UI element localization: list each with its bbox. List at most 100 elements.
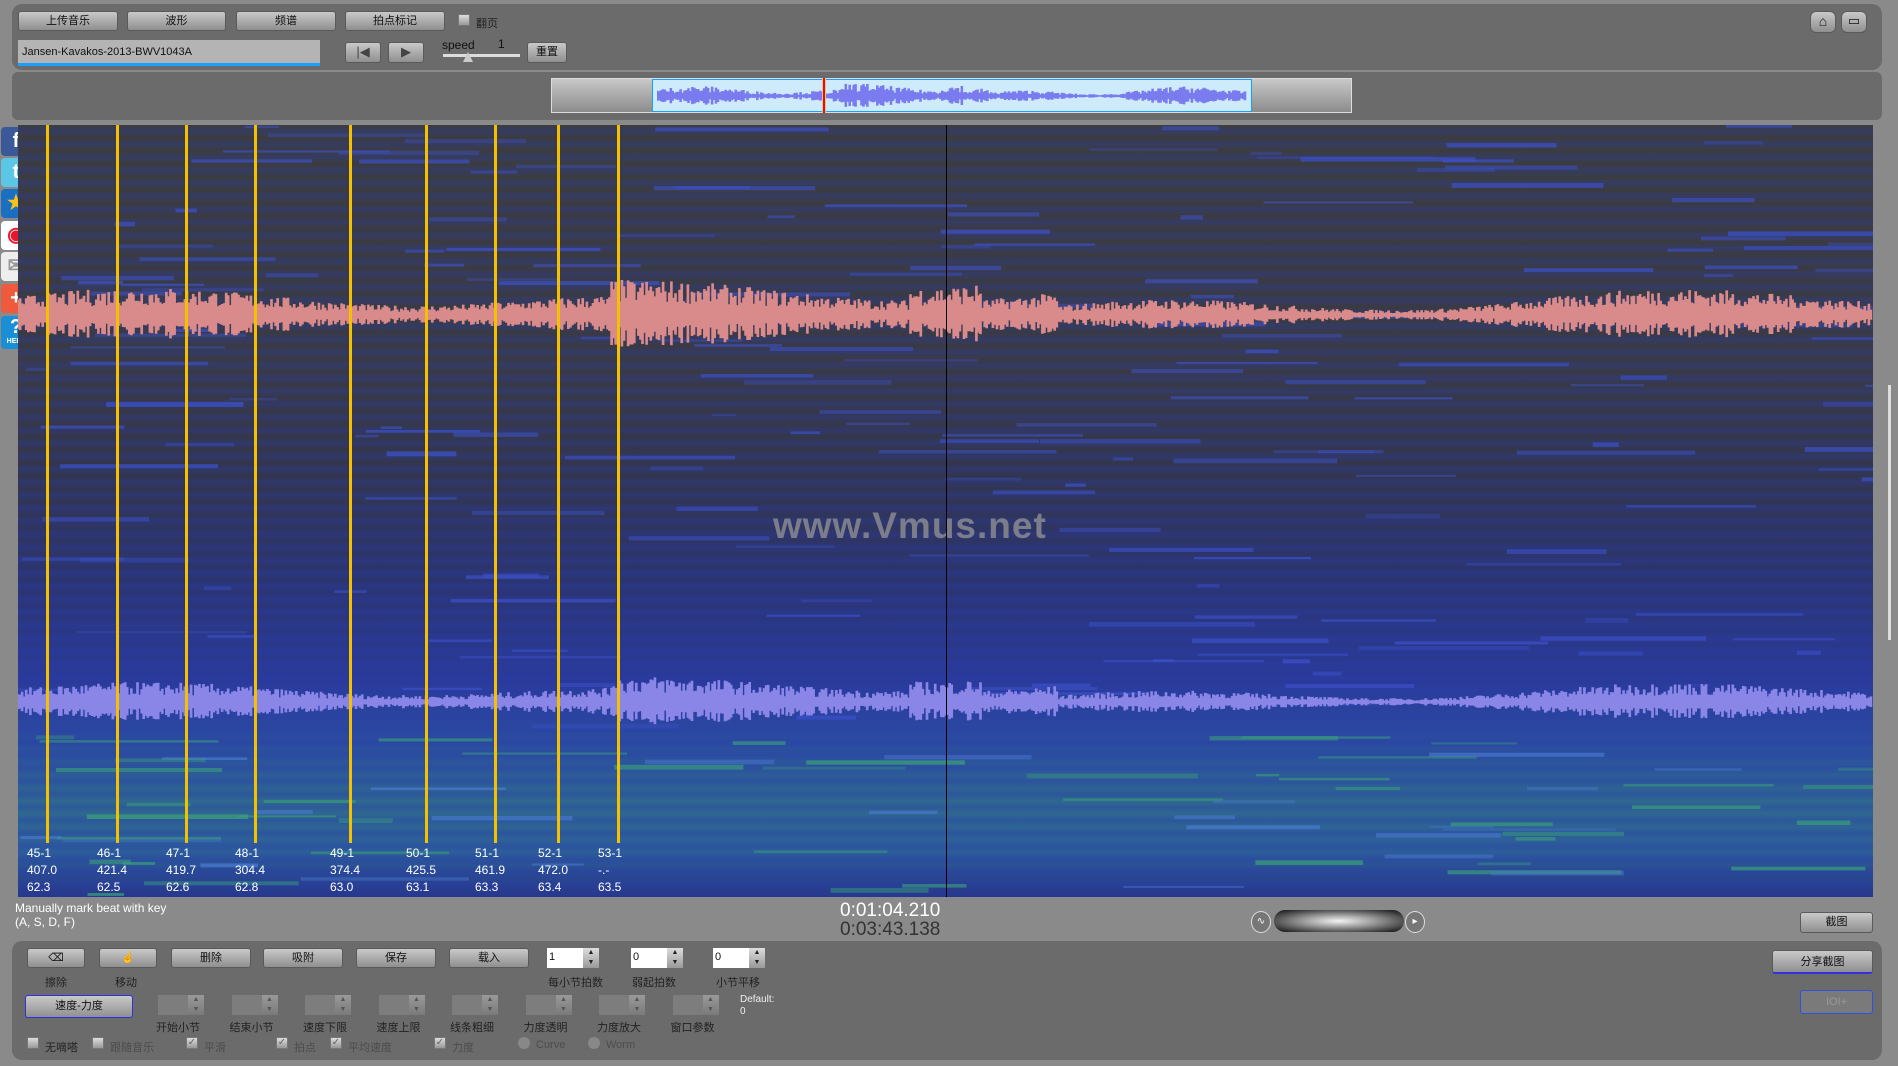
- spectral-band: [142, 288, 264, 292]
- spectral-band: [1355, 474, 1456, 477]
- param-stepper[interactable]: ▲ ▼: [525, 995, 578, 1015]
- param-input[interactable]: [231, 995, 262, 1015]
- stepper-arrows[interactable]: ▲ ▼: [408, 995, 425, 1015]
- beat-line[interactable]: [349, 125, 352, 843]
- beat-line[interactable]: [494, 125, 497, 843]
- checkbox[interactable]: ✓: [434, 1037, 446, 1049]
- param-stepper[interactable]: ▲ ▼: [378, 995, 431, 1015]
- spectral-band: [1804, 447, 1873, 452]
- checkbox[interactable]: [92, 1037, 104, 1049]
- speed-slider-thumb[interactable]: [463, 52, 473, 62]
- spectral-band: [1623, 783, 1774, 787]
- beat-label: 45-1: [27, 846, 52, 860]
- stepper-arrows[interactable]: ▲ ▼: [629, 995, 645, 1015]
- beat-line[interactable]: [557, 125, 560, 843]
- home-button[interactable]: ⌂: [1810, 11, 1836, 33]
- beat-line[interactable]: [116, 125, 119, 843]
- spectral-band: [878, 450, 1057, 454]
- spectral-band: [1667, 248, 1714, 252]
- spectral-band: [1429, 825, 1494, 828]
- param-stepper[interactable]: ▲ ▼: [158, 995, 210, 1015]
- checkbox[interactable]: ✓: [186, 1037, 198, 1049]
- param-input[interactable]: [672, 995, 703, 1015]
- beat-line[interactable]: [617, 125, 620, 843]
- tempo-dynamics-button[interactable]: 速度-力度: [25, 995, 133, 1018]
- spectrum-button[interactable]: 频谱: [236, 11, 336, 31]
- stepper-arrows[interactable]: ▲ ▼: [482, 995, 498, 1015]
- zoom-ball-slider[interactable]: [1274, 910, 1404, 932]
- stepper-arrows[interactable]: ▲ ▼: [667, 948, 683, 968]
- beat-line[interactable]: [185, 125, 188, 843]
- param-input[interactable]: [158, 995, 188, 1015]
- waveform-mode-icon[interactable]: ∿: [1251, 911, 1271, 933]
- pickup-beats-input[interactable]: 0: [631, 948, 667, 968]
- param-stepper[interactable]: ▲ ▼: [231, 995, 284, 1015]
- load-button[interactable]: 载入: [449, 948, 529, 968]
- checkbox-label: 力度: [452, 1042, 474, 1054]
- spectral-band: [1300, 157, 1476, 162]
- param-stepper[interactable]: ▲ ▼: [305, 995, 357, 1015]
- beat-line[interactable]: [425, 125, 428, 843]
- move-button[interactable]: ☝: [99, 948, 157, 968]
- param-input[interactable]: [305, 995, 335, 1015]
- reset-button[interactable]: 重置: [527, 42, 567, 63]
- upload-music-button[interactable]: 上传音乐: [18, 11, 118, 31]
- stepper-arrows[interactable]: ▲ ▼: [188, 995, 204, 1015]
- waveform-button[interactable]: 波形: [127, 11, 226, 31]
- param-stepper[interactable]: ▲ ▼: [452, 995, 504, 1015]
- stepper-arrows[interactable]: ▲ ▼: [749, 948, 765, 968]
- spectral-band: [806, 760, 965, 765]
- checkbox[interactable]: [27, 1037, 39, 1049]
- bar-offset-input[interactable]: 0: [713, 948, 749, 968]
- vertical-scrollbar[interactable]: [1888, 385, 1891, 640]
- share-screenshot-button[interactable]: 分享截图: [1772, 950, 1873, 974]
- spectral-band: [1570, 383, 1645, 387]
- spectral-band: [675, 186, 751, 189]
- erase-button[interactable]: ⌫: [27, 948, 85, 968]
- stepper-arrows[interactable]: ▲ ▼: [583, 948, 599, 968]
- spectrogram-view[interactable]: www.Vmus.net 45-1 407.0 62.3 46-1 421.4 62.5 4…: [18, 125, 1873, 897]
- spectral-band: [1263, 201, 1413, 204]
- skip-back-button[interactable]: |◀: [345, 42, 381, 63]
- speed-slider[interactable]: [443, 54, 520, 57]
- beats-per-bar-input[interactable]: 1: [547, 948, 583, 968]
- param-input[interactable]: [525, 995, 556, 1015]
- page-flip-checkbox[interactable]: [458, 14, 470, 26]
- beat-time: 63.4: [538, 880, 562, 894]
- bar-offset-stepper[interactable]: 0 ▲ ▼: [713, 948, 765, 968]
- stepper-arrows[interactable]: ▲ ▼: [702, 995, 719, 1015]
- beat-line[interactable]: [46, 125, 49, 843]
- beat-mark-button[interactable]: 拍点标记: [345, 11, 445, 31]
- filename-field[interactable]: Jansen-Kavakos-2013-BWV1043A: [18, 40, 320, 66]
- play-button[interactable]: ▶: [388, 42, 424, 63]
- ioi-button[interactable]: IOI+: [1800, 990, 1873, 1014]
- param-stepper[interactable]: ▲ ▼: [672, 995, 725, 1015]
- spectral-band: [1728, 231, 1873, 237]
- playhead[interactable]: [946, 125, 947, 897]
- spectral-band: [254, 809, 313, 815]
- radio-button[interactable]: [518, 1037, 530, 1049]
- checkbox[interactable]: ✓: [276, 1037, 288, 1049]
- param-input[interactable]: [378, 995, 409, 1015]
- beats-per-bar-stepper[interactable]: 1 ▲ ▼: [547, 948, 599, 968]
- radio-button[interactable]: [588, 1037, 600, 1049]
- pickup-beats-stepper[interactable]: 0 ▲ ▼: [631, 948, 683, 968]
- param-input[interactable]: [452, 995, 482, 1015]
- screenshot-button[interactable]: 截图: [1800, 912, 1873, 933]
- spectrum-mode-icon[interactable]: ▸: [1405, 911, 1425, 933]
- delete-button[interactable]: 删除: [171, 948, 251, 968]
- checkbox[interactable]: ✓: [330, 1037, 342, 1049]
- stepper-arrows[interactable]: ▲ ▼: [555, 995, 572, 1015]
- spectral-band: [1398, 362, 1569, 367]
- spectral-band: [380, 426, 402, 429]
- snap-button[interactable]: 吸附: [263, 948, 343, 968]
- param-input[interactable]: [599, 995, 629, 1015]
- stepper-arrows[interactable]: ▲ ▼: [335, 995, 351, 1015]
- stepper-arrows[interactable]: ▲ ▼: [261, 995, 278, 1015]
- param-stepper[interactable]: ▲ ▼: [599, 995, 651, 1015]
- spectral-band: [200, 863, 259, 868]
- beat-line[interactable]: [254, 125, 257, 843]
- overview-cursor[interactable]: [822, 78, 826, 113]
- fullscreen-button[interactable]: ▭: [1841, 11, 1867, 33]
- save-button[interactable]: 保存: [356, 948, 436, 968]
